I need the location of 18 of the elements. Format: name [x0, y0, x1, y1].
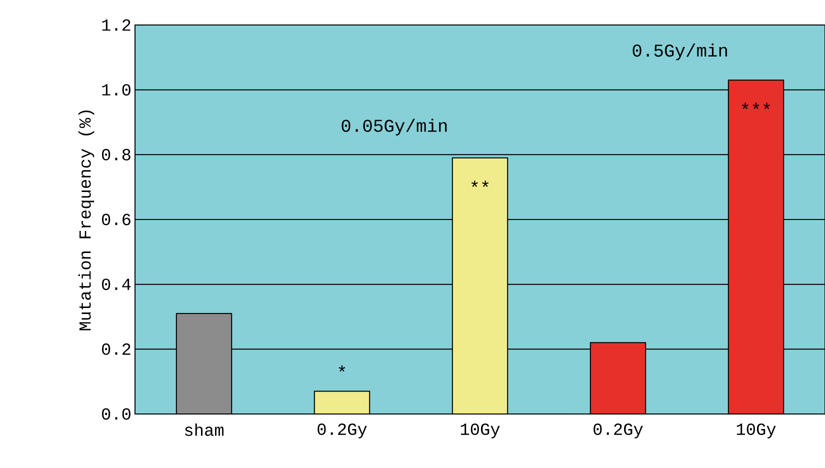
x-tick-label: 0.2Gy	[318, 424, 367, 438]
y-tick-label: 0.4	[102, 278, 131, 290]
annotation: ***	[742, 102, 770, 110]
annotation: 0.5Gy/min	[632, 44, 727, 60]
y-tick-label: 0.6	[102, 214, 130, 226]
x-tick-label: sham	[185, 424, 224, 436]
y-tick-label: 0.0	[102, 408, 130, 420]
y-tick-label: 0.8	[102, 148, 130, 160]
x-tick-label: 10Gy	[460, 424, 500, 438]
x-tick-label: 10Gy	[736, 424, 776, 438]
annotation: *	[338, 365, 346, 372]
annotation: 0.05Gy/min	[342, 118, 447, 136]
y-tick-label: 1.2	[102, 19, 130, 31]
y-tick-label: 0.2	[102, 343, 130, 355]
y-tick-label: 1.0	[102, 84, 130, 96]
y-axis-title: Mutation Frequency (%)	[78, 110, 94, 330]
annotation: **	[471, 180, 489, 187]
x-tick-label: 0.2Gy	[594, 424, 643, 438]
